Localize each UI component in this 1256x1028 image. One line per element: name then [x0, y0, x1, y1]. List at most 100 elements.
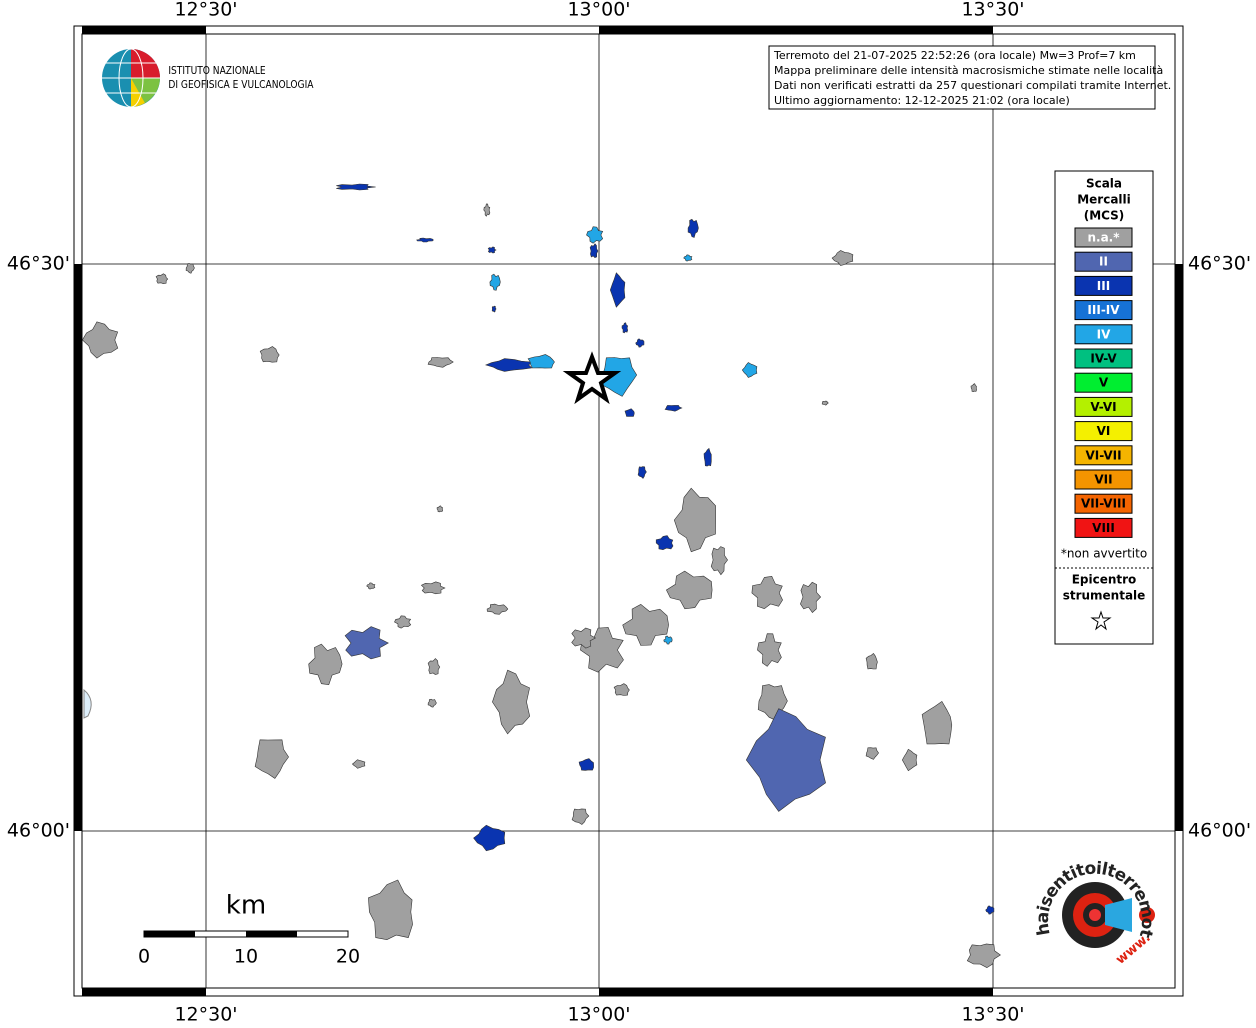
- legend-label: VI-VII: [1085, 448, 1121, 462]
- municipality: [703, 447, 712, 467]
- municipality: [254, 739, 289, 779]
- axis-labels: 12°30' 13°00' 13°30' 12°30' 13°00' 13°30…: [7, 0, 1251, 1026]
- municipality: [800, 581, 822, 613]
- municipality: [985, 905, 995, 915]
- legend-swatch: [1074, 517, 1133, 538]
- municipality: [368, 879, 413, 941]
- municipality: [416, 237, 434, 243]
- y-label: 46°00': [7, 820, 70, 842]
- municipality: [394, 615, 412, 629]
- municipality: [622, 603, 669, 646]
- legend-label: V: [1099, 376, 1109, 390]
- municipality: [491, 305, 497, 313]
- legend-epicenter: Epicentro: [1072, 573, 1137, 587]
- municipality: [185, 262, 195, 274]
- legend-title: (MCS): [1084, 209, 1125, 223]
- legend: Scala Mercalli (MCS) *non avvertito Epic…: [1054, 170, 1154, 645]
- y-label: 46°00': [1188, 820, 1251, 842]
- municipality: [621, 322, 629, 334]
- municipality: [580, 627, 624, 673]
- legend-swatch: [1074, 469, 1133, 490]
- legend-label: VII-VIII: [1081, 497, 1126, 511]
- legend-swatch: [1074, 396, 1133, 417]
- municipality: [970, 383, 977, 393]
- municipality: [487, 246, 497, 254]
- legend-swatch: [1074, 445, 1133, 466]
- grid: [82, 34, 1175, 988]
- municipality: [492, 669, 531, 735]
- municipality: [483, 203, 491, 217]
- municipality: [966, 943, 1001, 969]
- municipality: [921, 700, 953, 745]
- legend-label: III: [1097, 279, 1110, 293]
- legend-label: VI: [1097, 424, 1111, 438]
- logo-text: ISTITUTO NAZIONALE: [168, 65, 265, 77]
- frame-bars: [74, 26, 1183, 996]
- municipality: [751, 575, 783, 610]
- municipality: [427, 698, 437, 708]
- x-label: 13°30': [961, 0, 1024, 21]
- scale-tick: 10: [234, 946, 258, 968]
- municipality: [666, 570, 713, 610]
- legend-swatch: [1074, 300, 1133, 321]
- legend-title: Scala: [1086, 177, 1122, 191]
- municipality: [613, 683, 630, 696]
- legend-label: IV: [1097, 327, 1111, 341]
- legend-note: *non avvertito: [1061, 547, 1147, 561]
- municipality: [637, 466, 647, 479]
- x-label: 13°00': [567, 0, 630, 21]
- municipality: [527, 354, 555, 369]
- municipality: [741, 362, 758, 378]
- municipality: [865, 747, 879, 760]
- legend-swatch: [1074, 227, 1133, 248]
- municipality: [664, 405, 683, 412]
- legend-swatch: [1074, 421, 1133, 442]
- legend-title: Mercalli: [1077, 193, 1131, 207]
- y-label: 46°30': [7, 253, 70, 275]
- municipality: [571, 808, 590, 825]
- municipality: [901, 748, 918, 772]
- municipality: [663, 635, 673, 645]
- municipality: [624, 408, 635, 417]
- municipality: [436, 505, 444, 513]
- municipality: [486, 603, 509, 615]
- epicenter-star: [562, 351, 622, 405]
- legend-swatch: [1074, 251, 1133, 272]
- legend-swatch: [1074, 275, 1133, 296]
- municipality: [336, 183, 376, 191]
- municipality: [571, 627, 597, 649]
- scale-bar: km 0 10 20: [138, 891, 360, 968]
- legend-swatch: [1074, 493, 1133, 514]
- municipality: [366, 582, 376, 590]
- x-label: 12°30': [174, 1004, 237, 1025]
- legend-label: VIII: [1092, 521, 1115, 535]
- municipality: [308, 643, 343, 686]
- legend-label: III-IV: [1087, 303, 1120, 317]
- x-label: 13°30': [961, 1004, 1024, 1025]
- scale-unit: km: [226, 891, 266, 921]
- logo-text: DI GEOFISICA E VULCANOLOGIA: [168, 79, 314, 91]
- legend-epicenter: strumentale: [1063, 589, 1146, 603]
- municipality: [489, 273, 501, 291]
- municipality: [655, 535, 674, 551]
- info-line: Ultimo aggiornamento: 12-12-2025 21:02 (…: [774, 94, 1070, 107]
- municipality: [427, 658, 441, 675]
- scale-tick: 20: [336, 946, 360, 968]
- municipality: [821, 400, 829, 406]
- municipality: [745, 708, 826, 812]
- y-label: 46°30': [1188, 253, 1251, 275]
- legend-label: IV-V: [1090, 352, 1117, 366]
- municipality: [578, 758, 594, 771]
- municipality: [344, 626, 389, 660]
- municipality: [473, 824, 506, 852]
- municipality: [635, 338, 645, 348]
- legend-swatch: [1074, 348, 1133, 369]
- legend-label: II: [1099, 255, 1108, 269]
- legend-label: VII: [1094, 473, 1112, 487]
- municipality: [757, 633, 782, 667]
- municipality: [82, 321, 119, 359]
- info-line: Mappa preliminare delle intensità macros…: [774, 64, 1163, 77]
- municipality: [673, 487, 716, 553]
- municipality: [589, 243, 599, 259]
